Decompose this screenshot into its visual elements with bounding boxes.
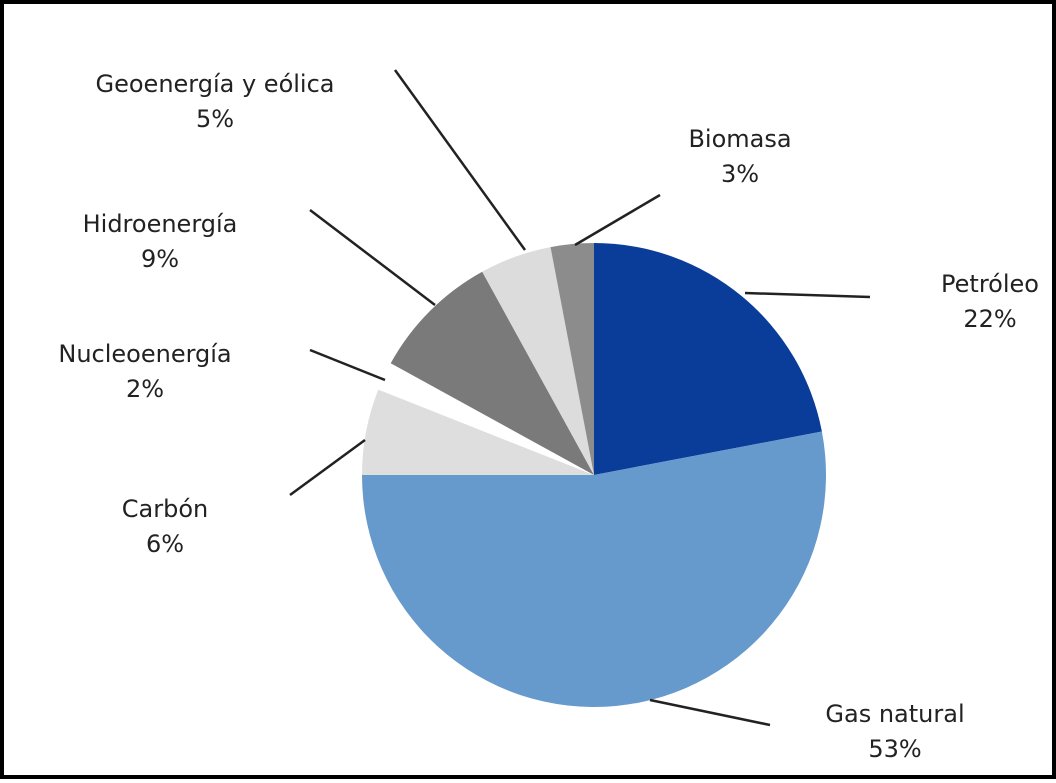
pie-slice xyxy=(390,271,594,475)
slice-label: Carbón xyxy=(122,495,208,523)
leader-line xyxy=(744,291,871,299)
pie-slice xyxy=(378,363,594,475)
slice-value-label: 2% xyxy=(126,375,164,403)
leader-line xyxy=(309,209,436,306)
pie-slice xyxy=(550,243,594,475)
leader-line xyxy=(393,69,527,251)
pie-slice xyxy=(362,389,594,475)
leader-line xyxy=(574,193,661,247)
slice-value-label: 9% xyxy=(141,245,179,273)
pie-slice xyxy=(482,247,594,475)
slice-label: Petróleo xyxy=(941,270,1039,298)
slice-value-label: 3% xyxy=(721,160,759,188)
pie-slice xyxy=(362,431,826,707)
slice-value-label: 22% xyxy=(963,305,1016,333)
slice-label: Biomasa xyxy=(688,125,791,153)
leader-line xyxy=(289,438,366,497)
slice-label: Geoenergía y eólica xyxy=(96,70,335,98)
slice-label: Hidroenergía xyxy=(83,210,238,238)
slice-value-label: 53% xyxy=(868,735,921,763)
pie xyxy=(362,243,826,707)
slice-value-label: 5% xyxy=(196,105,234,133)
labels: Petróleo 22% Gas natural 53% Carbón 6% Nucleoe… xyxy=(58,69,1039,763)
pie-slice xyxy=(594,243,822,475)
slice-label: Nucleoenergía xyxy=(58,340,231,368)
leader-line xyxy=(649,698,771,727)
leader-line xyxy=(309,348,386,382)
slice-label: Gas natural xyxy=(825,700,964,728)
slice-value-label: 6% xyxy=(146,530,184,558)
